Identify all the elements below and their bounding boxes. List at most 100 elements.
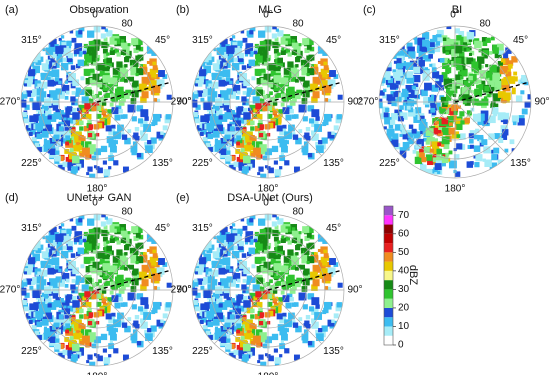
echo (111, 313, 115, 317)
echo (85, 277, 92, 284)
echo (218, 80, 225, 87)
echo (259, 321, 263, 325)
echo (107, 254, 110, 257)
colorbar-segment (384, 271, 393, 280)
echo (124, 64, 127, 67)
echo (72, 91, 76, 95)
echo (200, 320, 204, 324)
echo (63, 58, 67, 62)
echo (442, 118, 449, 125)
echo (266, 25, 271, 30)
echo (115, 88, 120, 93)
echo (94, 124, 99, 129)
echo (285, 115, 291, 121)
echo (241, 148, 245, 152)
echo (274, 263, 282, 271)
echo (153, 253, 158, 258)
range-label: 80 (292, 19, 304, 30)
echo (294, 114, 299, 119)
echo (92, 95, 96, 99)
echo (131, 226, 138, 233)
echo (307, 73, 310, 76)
angle-label: 315° (21, 223, 42, 234)
echo (47, 268, 54, 275)
echo (86, 360, 89, 363)
echo (307, 45, 312, 50)
echo (399, 105, 404, 110)
echo (127, 317, 131, 321)
echo (219, 303, 223, 307)
echo (78, 145, 83, 150)
echo (274, 161, 278, 165)
echo (42, 319, 49, 326)
echo (122, 322, 127, 327)
echo (234, 162, 239, 167)
echo (101, 213, 106, 218)
angle-label: 135° (323, 346, 344, 357)
angle-label: 315° (379, 35, 400, 46)
echo (254, 239, 257, 242)
echo (236, 96, 240, 100)
echo (78, 248, 85, 255)
echo (285, 328, 289, 332)
echo (212, 261, 219, 268)
panel-label: (a) (5, 4, 18, 16)
echo (475, 129, 479, 133)
echo (235, 48, 240, 53)
echo (98, 279, 102, 283)
echo (284, 41, 288, 45)
echo (243, 156, 251, 164)
panel-title: UNet++ GAN (67, 192, 132, 204)
echo (387, 129, 395, 137)
echo (65, 323, 70, 328)
echo (454, 111, 458, 115)
echo (83, 239, 86, 242)
echo (466, 48, 469, 51)
echo (132, 304, 137, 309)
echo (277, 125, 283, 131)
echo (396, 69, 403, 76)
echo (250, 309, 254, 313)
echo (334, 313, 339, 318)
echo (224, 105, 230, 111)
echo (263, 283, 267, 287)
angle-label: 225° (21, 346, 42, 357)
echo (260, 312, 265, 317)
echo (484, 86, 489, 91)
echo (413, 150, 417, 154)
echo (70, 96, 75, 101)
echo (446, 95, 451, 100)
echo (258, 167, 263, 172)
echo (266, 213, 271, 218)
echo (123, 302, 128, 307)
echo (124, 57, 129, 62)
echo (230, 314, 235, 319)
echo (108, 166, 111, 169)
echo (66, 279, 70, 283)
echo (22, 112, 27, 117)
echo (24, 306, 29, 311)
echo (314, 312, 322, 320)
echo (260, 124, 265, 129)
echo (236, 142, 240, 146)
echo (200, 132, 204, 136)
echo (92, 344, 96, 348)
echo (421, 90, 428, 97)
echo (281, 152, 284, 155)
echo (94, 312, 99, 317)
echo (47, 94, 50, 97)
colorbar: 010203040506070dBZ (384, 206, 419, 351)
echo (238, 106, 243, 111)
echo (263, 77, 266, 80)
echo (123, 114, 128, 119)
echo (127, 129, 131, 133)
echo (84, 257, 91, 264)
echo (89, 362, 95, 368)
echo (104, 357, 111, 364)
panel-title: DSA-UNet (Ours) (227, 192, 313, 204)
echo (436, 149, 442, 155)
echo (460, 120, 464, 124)
echo (108, 155, 114, 161)
echo (37, 83, 41, 87)
echo (482, 41, 487, 46)
